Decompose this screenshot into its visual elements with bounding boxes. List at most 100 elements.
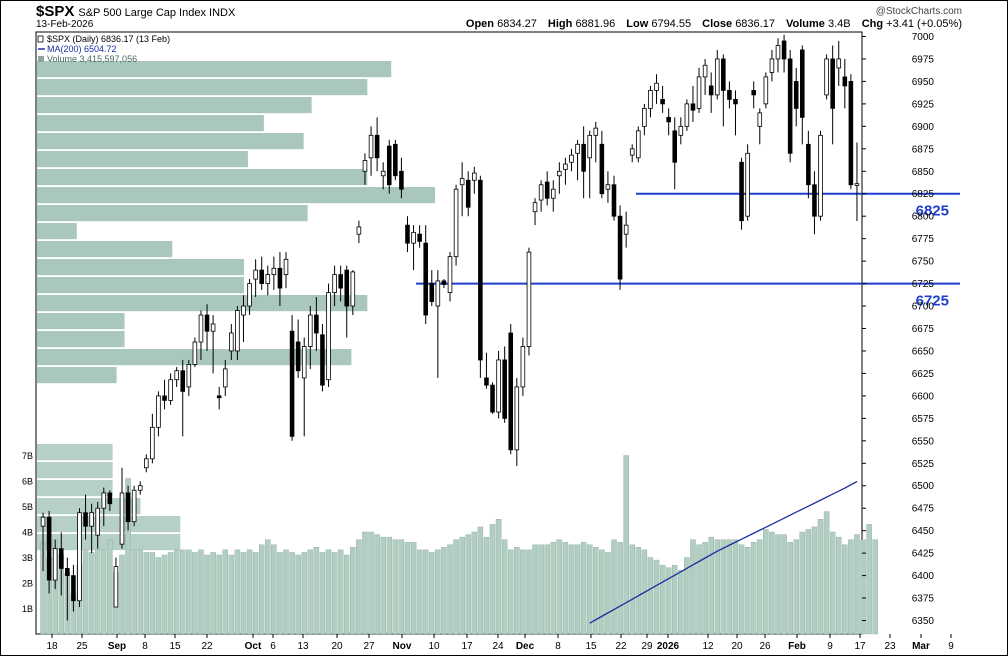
profile-bar (37, 444, 113, 461)
candle-up (192, 341, 198, 365)
candle-up (253, 269, 258, 280)
candle-up (301, 346, 307, 379)
volume-bar (198, 549, 204, 635)
volume-bar (848, 539, 854, 635)
volume-axis-label: 6B (22, 477, 33, 487)
candle-up (198, 314, 204, 343)
volume-bar (240, 552, 247, 635)
volume-bar (507, 549, 514, 635)
profile-bar (37, 241, 173, 258)
candle-down (465, 179, 471, 208)
volume-bar (635, 547, 642, 635)
ma-legend: MA(200) 6504.72 (47, 44, 117, 54)
volume-bar (179, 549, 186, 635)
volume-bar (514, 547, 520, 635)
volume-bar (228, 554, 235, 635)
candle-up (587, 134, 592, 159)
volume-bar (775, 534, 781, 635)
profile-bar (37, 79, 368, 96)
volume-bar (714, 539, 721, 635)
candle-up (496, 359, 501, 413)
price-tick-label: 6525 (912, 459, 935, 470)
date-tick-label: 26 (759, 641, 771, 652)
date-tick-label: 29 (641, 641, 653, 652)
candle-up (763, 76, 769, 105)
volume-bar (763, 529, 769, 635)
candle-up (629, 148, 635, 156)
volume-value: 3.4B (828, 18, 851, 30)
candle-down (320, 334, 325, 386)
price-tick-label: 6950 (912, 77, 935, 88)
volume-bar (210, 552, 216, 635)
volume-bar (611, 539, 617, 635)
date-tick-label: Feb (788, 641, 806, 652)
candle-up (52, 548, 58, 581)
candle-down (842, 76, 848, 87)
date-tick-label: 8 (555, 641, 561, 652)
volume-bar (125, 478, 131, 635)
volume-bar (781, 534, 787, 635)
candle-down (660, 98, 665, 105)
candle-down (58, 548, 64, 569)
candle-up (362, 160, 368, 172)
volume-bar (374, 534, 380, 635)
price-tick-label: 6825 (912, 189, 935, 200)
candle-down (787, 58, 793, 154)
candle-down (800, 49, 805, 118)
profile-bar (37, 169, 368, 186)
candle-up (95, 507, 100, 536)
profile-bar (37, 115, 264, 132)
price-tick-label: 6775 (912, 234, 935, 245)
candle-up (265, 274, 271, 284)
date-tick-label: 9 (948, 641, 954, 652)
candle-down (180, 370, 186, 392)
candle-up (356, 226, 362, 235)
volume-bar (392, 539, 399, 635)
price-tick-label: 6475 (912, 504, 935, 515)
profile-bar (37, 133, 304, 150)
profile-bar (37, 331, 125, 348)
price-tick-label: 6850 (912, 167, 935, 178)
date-tick-label: 22 (615, 641, 627, 652)
ohlc-readout: Open 6834.27 High 6881.96 Low 6794.55 Cl… (465, 18, 962, 30)
volume-bar (538, 544, 544, 635)
volume-bar (617, 542, 623, 635)
price-tick-label: 6675 (912, 324, 935, 335)
volume-bar (580, 542, 587, 635)
candle-up (113, 566, 119, 608)
volume-bar (708, 536, 714, 635)
candle-up (235, 310, 240, 352)
volume-bar (605, 552, 611, 635)
candle-up (526, 251, 532, 347)
date-tick-label: Mar (912, 641, 930, 652)
candle-down (806, 143, 811, 186)
candle-up (283, 258, 289, 275)
chart-date: 13-Feb-2026 (36, 19, 94, 30)
volume-bar (404, 542, 411, 635)
candle-up (137, 485, 143, 491)
date-axis: 18 25 Sep 8 15 22 Oct 6 13 20 27 Nov 10 17 24 Dec 8 15 22 2… (46, 634, 954, 652)
volume-bar (817, 519, 824, 635)
candle-down (708, 85, 714, 96)
volume-bar (258, 544, 265, 635)
volume-bar (653, 559, 660, 635)
volume-bar (82, 549, 89, 635)
candle-up (150, 426, 155, 460)
volume-bar (568, 544, 575, 635)
volume-bar (295, 554, 301, 635)
candle-up (696, 76, 702, 109)
volume-axis: 1B 2B 3B 4B 5B 6B 7B (22, 451, 33, 614)
date-tick-label: 2026 (657, 641, 680, 652)
volume-bar (368, 531, 374, 635)
candle-up (769, 58, 775, 73)
profile-bar (37, 223, 77, 240)
candle-up (684, 103, 690, 127)
candle-up (775, 45, 781, 60)
date-tick-label: 9 (827, 641, 833, 652)
date-tick-label: 13 (297, 641, 309, 652)
volume-bar (88, 552, 95, 635)
date-tick-label: 20 (331, 641, 343, 652)
candle-down (508, 332, 514, 451)
date-tick-label: 24 (492, 641, 504, 652)
